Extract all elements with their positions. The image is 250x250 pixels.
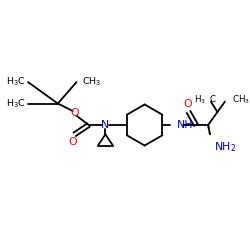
- Text: N: N: [101, 120, 110, 130]
- Text: O: O: [183, 100, 192, 110]
- Text: CH$_3$: CH$_3$: [82, 76, 102, 88]
- Text: NH: NH: [177, 120, 194, 130]
- Text: O: O: [70, 108, 79, 118]
- Text: NH$_2$: NH$_2$: [214, 140, 236, 154]
- Text: H$_3$C: H$_3$C: [6, 97, 26, 110]
- Text: CH$_3$: CH$_3$: [232, 94, 250, 106]
- Text: H$_3$C: H$_3$C: [6, 76, 26, 88]
- Text: H$_3$: H$_3$: [194, 94, 206, 106]
- Text: C: C: [210, 95, 216, 104]
- Text: O: O: [68, 137, 77, 147]
